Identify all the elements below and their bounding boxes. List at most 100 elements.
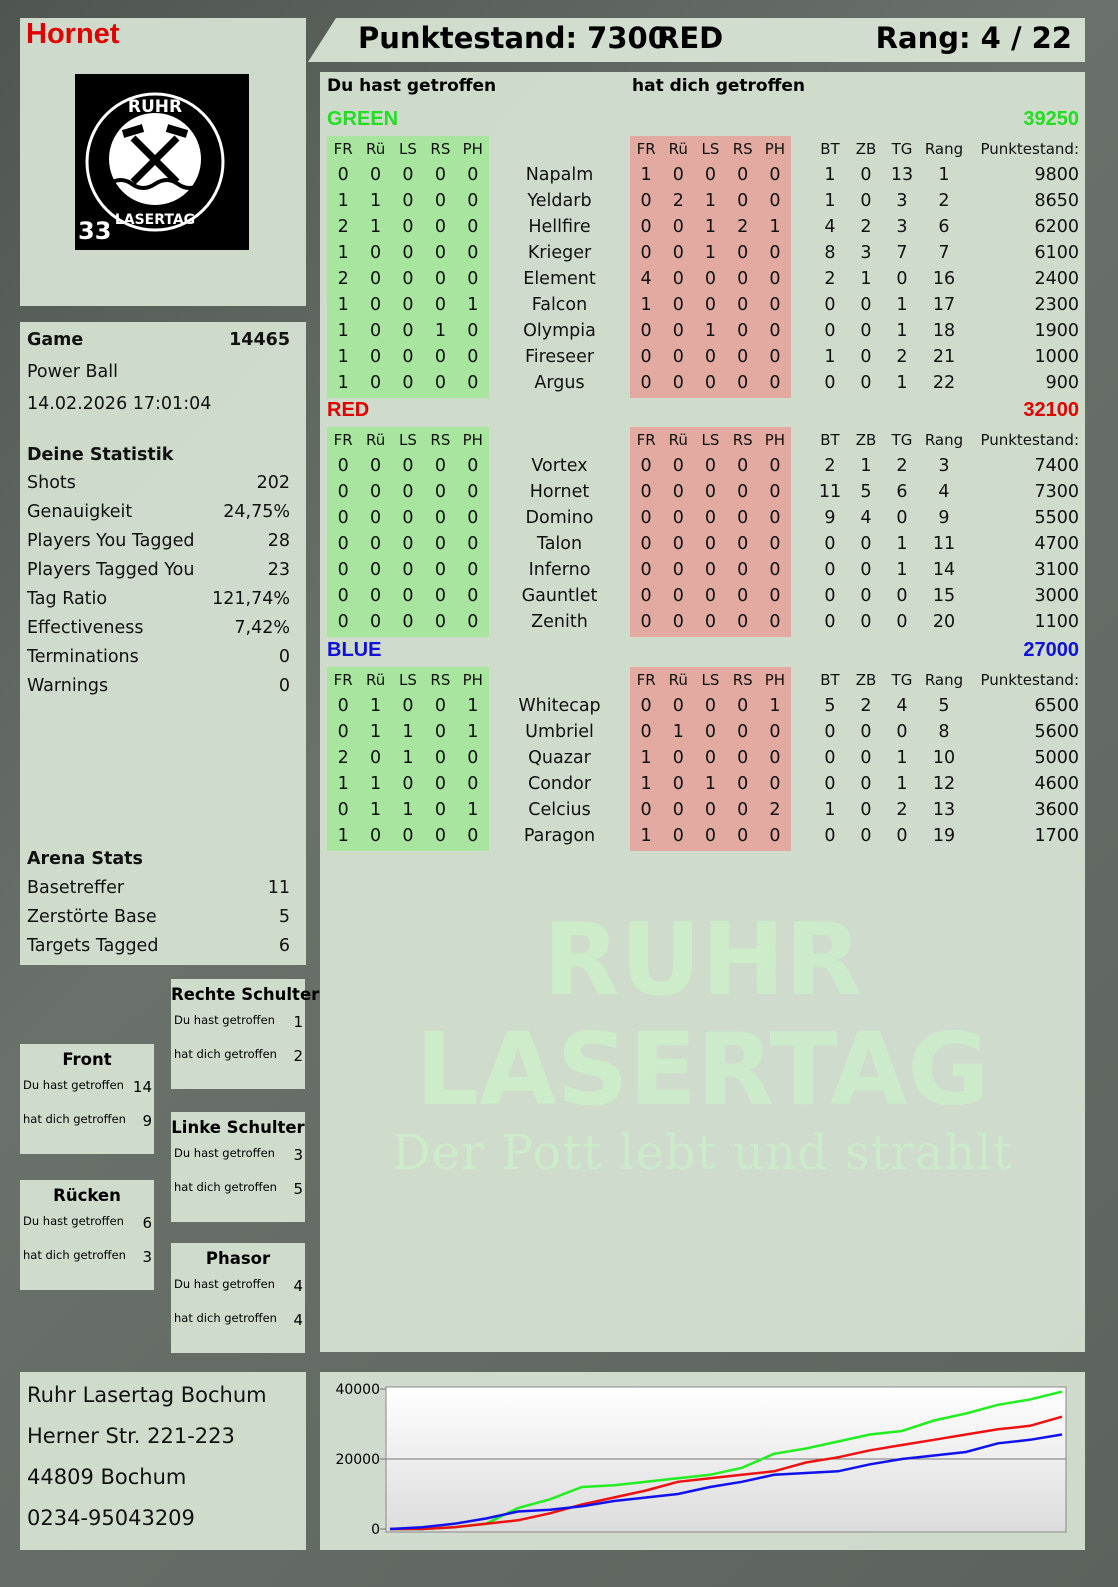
- you-hit-value: 0: [402, 321, 414, 341]
- you-hit-value: 0: [467, 534, 479, 554]
- you-hit-value: 0: [434, 347, 446, 367]
- player-row[interactable]: 0 0 0 0 0 Domino 0 0 0 0 0 9 4 0 9 5500: [327, 505, 1079, 531]
- player-row[interactable]: 0 0 0 0 0 Napalm 1 0 0 0 0 1 0 13 1 9800: [327, 162, 1079, 188]
- hit-you-value: 0: [769, 243, 781, 263]
- hit-you-value: 0: [737, 748, 749, 768]
- team-score: 32100: [1023, 399, 1079, 421]
- you-hit-value: 0: [402, 482, 414, 502]
- col-header: LS: [399, 140, 417, 158]
- stat-row: Effectiveness 7,42%: [27, 616, 290, 640]
- score-value: 5500: [1034, 508, 1079, 528]
- player-row[interactable]: 0 0 0 0 0 Hornet 0 0 0 0 0 11 5 6 4 7300: [327, 479, 1079, 505]
- player-name: Whitecap: [518, 696, 601, 716]
- bt-value: 0: [824, 722, 836, 742]
- you-hit-value: 0: [337, 482, 349, 502]
- hit-zone-count: 6: [142, 1214, 152, 1232]
- col-header: PH: [462, 431, 483, 449]
- arena-title: Arena Stats: [27, 847, 290, 871]
- team-score: 39250: [1023, 108, 1079, 130]
- game-datetime-text: 14.02.2026 17:01:04: [27, 394, 212, 414]
- hit-you-value: 1: [704, 774, 717, 794]
- bt-value: 0: [824, 534, 836, 554]
- rank-value: 18: [932, 321, 956, 341]
- player-name: Fireseer: [524, 347, 595, 367]
- hit-you-value: 0: [737, 347, 749, 367]
- hit-zone-row-label: hat dich getroffen: [174, 1047, 277, 1061]
- zb-value: 0: [860, 347, 872, 367]
- hit-you-value: 0: [769, 560, 781, 580]
- stat-row: Players Tagged You 23: [27, 558, 290, 582]
- player-row[interactable]: 0 1 1 0 1 Celcius 0 0 0 0 2 1 0 2 13 3600: [327, 797, 1079, 823]
- player-row[interactable]: 1 0 0 1 0 Olympia 0 0 1 0 0 0 0 1 18 1900: [327, 318, 1079, 344]
- player-row[interactable]: 0 0 0 0 0 Talon 0 0 0 0 0 0 0 1 11 4700: [327, 531, 1079, 557]
- you-hit-value: 0: [337, 534, 349, 554]
- player-row[interactable]: 0 0 0 0 0 Gauntlet 0 0 0 0 0 0 0 0 15 3000: [327, 583, 1079, 609]
- rank-value: 20: [932, 612, 956, 632]
- player-name: Condor: [527, 774, 592, 794]
- rank-value: 22: [932, 373, 956, 393]
- hit-you-value: 0: [737, 722, 749, 742]
- player-rank: Rang: 4 / 22: [875, 21, 1072, 55]
- hit-zone-row: Du hast getroffen 6: [23, 1214, 152, 1232]
- player-name: Napalm: [525, 165, 594, 185]
- hit-you-value: 0: [737, 586, 749, 606]
- player-row[interactable]: 1 1 0 0 0 Condor 1 0 1 0 0 0 0 1 12 4600: [327, 771, 1079, 797]
- tg-value: 2: [896, 456, 908, 476]
- you-hit-value: 1: [337, 295, 349, 315]
- hit-zone-row-label: Du hast getroffen: [174, 1146, 275, 1160]
- hit-you-value: 0: [704, 373, 717, 393]
- score-value: 3000: [1034, 586, 1079, 606]
- player-row[interactable]: 1 1 0 0 0 Yeldarb 0 2 1 0 0 1 0 3 2 8650: [327, 188, 1079, 214]
- hit-you-value: 0: [672, 534, 684, 554]
- tg-value: 7: [896, 243, 908, 263]
- player-row[interactable]: 1 0 0 0 0 Fireseer 0 0 0 0 0 1 0 2 21 1000: [327, 344, 1079, 370]
- hit-you-value: 2: [672, 191, 684, 211]
- hit-you-value: 0: [769, 269, 781, 289]
- you-hit-value: 0: [467, 774, 479, 794]
- hit-you-value: 0: [769, 347, 781, 367]
- col-header: ZB: [855, 671, 877, 689]
- stats-panel: [20, 322, 306, 965]
- col-header: LS: [701, 431, 720, 449]
- tg-value: 4: [896, 696, 908, 716]
- you-hit-value: 1: [467, 696, 479, 716]
- player-row[interactable]: 0 1 0 0 1 Whitecap 0 0 0 0 1 5 2 4 5 6500: [327, 693, 1079, 719]
- hit-you-value: 0: [737, 826, 749, 846]
- col-header: RS: [732, 431, 753, 449]
- player-row[interactable]: 0 0 0 0 0 Inferno 0 0 0 0 0 0 0 1 14 3100: [327, 557, 1079, 583]
- player-row[interactable]: 1 0 0 0 0 Krieger 0 0 1 0 0 8 3 7 7 6100: [327, 240, 1079, 266]
- player-row[interactable]: 2 1 0 0 0 Hellfire 0 0 1 2 1 4 2 3 6 6200: [327, 214, 1079, 240]
- you-hit-value: 0: [337, 586, 349, 606]
- hit-zone-count: 4: [293, 1277, 303, 1295]
- player-row[interactable]: 1 0 0 0 0 Argus 0 0 0 0 0 0 0 1 22 900: [327, 370, 1079, 396]
- hit-zone-row-label: Du hast getroffen: [23, 1214, 124, 1228]
- col-header: Rang: [924, 140, 964, 158]
- score-value: 900: [1045, 373, 1079, 393]
- hit-you-value: 1: [704, 243, 717, 263]
- col-header: TG: [891, 431, 913, 449]
- you-hit-block: [327, 427, 489, 637]
- you-hit-value: 0: [370, 534, 382, 554]
- player-row[interactable]: 0 0 0 0 0 Zenith 0 0 0 0 0 0 0 0 20 1100: [327, 609, 1079, 635]
- tg-value: 0: [896, 722, 908, 742]
- player-row[interactable]: 1 0 0 0 1 Falcon 1 0 0 0 0 0 0 1 17 2300: [327, 292, 1079, 318]
- hit-you-value: 0: [769, 586, 781, 606]
- you-hit-value: 0: [402, 373, 414, 393]
- stat-value: 24,75%: [223, 502, 290, 522]
- stat-label: Warnings: [27, 676, 109, 696]
- hit-you-value: 0: [704, 612, 717, 632]
- you-hit-value: 0: [402, 347, 414, 367]
- bt-value: 1: [824, 191, 836, 211]
- player-row[interactable]: 1 0 0 0 0 Paragon 1 0 0 0 0 0 0 0 19 1700: [327, 823, 1079, 849]
- you-hit-label: Du hast getroffen: [327, 76, 497, 96]
- player-row[interactable]: 0 0 0 0 0 Vortex 0 0 0 0 0 2 1 2 3 7400: [327, 453, 1079, 479]
- col-header: Rü: [668, 431, 688, 449]
- player-row[interactable]: 2 0 1 0 0 Quazar 1 0 0 0 0 0 0 1 10 5000: [327, 745, 1079, 771]
- you-hit-value: 0: [337, 456, 349, 476]
- you-hit-value: 0: [337, 560, 349, 580]
- score-value: 3600: [1034, 800, 1079, 820]
- player-row[interactable]: 2 0 0 0 0 Element 4 0 0 0 0 2 1 0 16 2400: [327, 266, 1079, 292]
- zb-value: 0: [860, 612, 872, 632]
- player-row[interactable]: 0 1 1 0 1 Umbriel 0 1 0 0 0 0 0 0 8 5600: [327, 719, 1079, 745]
- col-header: BT: [820, 671, 840, 689]
